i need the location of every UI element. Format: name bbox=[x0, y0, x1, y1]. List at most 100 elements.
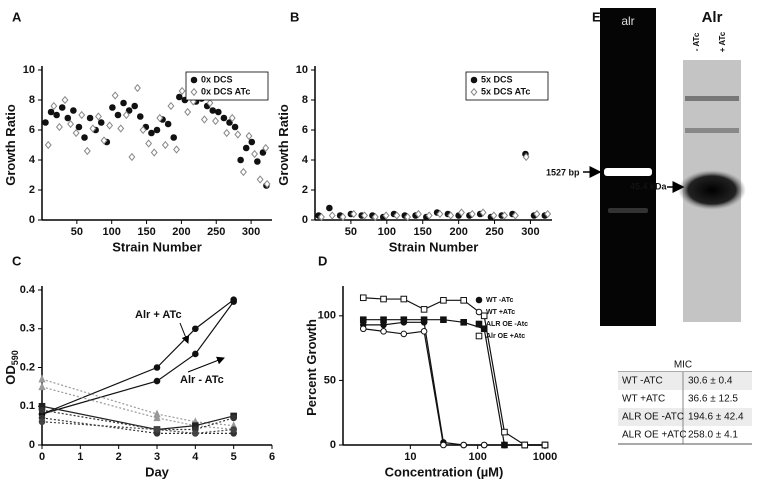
legend-label: 5x DCS bbox=[481, 74, 513, 84]
point bbox=[81, 134, 88, 141]
legend-label: Alr OE +Atc bbox=[486, 333, 525, 340]
annotation: Alr - ATc bbox=[180, 374, 224, 386]
y-axis-label: Growth Ratio bbox=[3, 104, 18, 186]
point bbox=[400, 316, 408, 324]
x-tick-label: 6 bbox=[269, 451, 275, 463]
point bbox=[533, 209, 541, 219]
point bbox=[220, 114, 228, 122]
y-tick-label: 50 bbox=[324, 374, 336, 386]
y-tick-label: 0.4 bbox=[20, 284, 36, 296]
legend-label: 5x DCS ATc bbox=[481, 86, 530, 96]
point bbox=[223, 128, 231, 138]
table-cell: WT -ATC bbox=[622, 376, 663, 387]
point bbox=[371, 212, 379, 222]
point bbox=[475, 308, 483, 316]
y-tick-label: 8 bbox=[302, 94, 308, 106]
x-tick-label: 2 bbox=[116, 451, 122, 463]
point bbox=[114, 111, 122, 119]
panel-label: E bbox=[592, 9, 601, 24]
x-tick-label: 150 bbox=[137, 226, 155, 238]
point bbox=[404, 212, 412, 222]
point bbox=[136, 113, 144, 120]
x-tick-label: 150 bbox=[414, 226, 432, 238]
series-line bbox=[41, 417, 234, 434]
point bbox=[326, 204, 333, 212]
x-tick-label: 300 bbox=[242, 226, 260, 238]
point bbox=[134, 83, 141, 93]
point bbox=[38, 382, 46, 391]
table-cell: ALR OE -ATC bbox=[622, 412, 684, 423]
blot-title: Alr bbox=[702, 9, 723, 26]
x-tick-label: 50 bbox=[345, 226, 357, 238]
x-tick-label: 100 bbox=[468, 451, 486, 463]
legend-box bbox=[185, 71, 269, 101]
blot-marker: 45.4 kDa bbox=[630, 181, 668, 191]
point bbox=[148, 129, 155, 137]
gel-marker: 1527 bp bbox=[546, 167, 580, 177]
point bbox=[38, 374, 46, 383]
y-tick-label: 8 bbox=[29, 94, 35, 106]
point bbox=[414, 209, 422, 219]
point bbox=[262, 143, 270, 153]
x-tick-label: 300 bbox=[521, 226, 539, 238]
point bbox=[470, 87, 478, 97]
point bbox=[230, 414, 237, 422]
point bbox=[167, 101, 175, 111]
point bbox=[178, 86, 186, 96]
blot-band bbox=[678, 170, 746, 210]
point bbox=[100, 136, 108, 145]
point bbox=[511, 211, 519, 220]
point bbox=[480, 312, 488, 320]
x-tick-label: 1 bbox=[77, 451, 83, 463]
point bbox=[436, 209, 444, 219]
x-axis-label: Concentration (µM) bbox=[385, 464, 504, 479]
series-line bbox=[41, 299, 235, 415]
point bbox=[58, 104, 66, 111]
point bbox=[479, 208, 487, 217]
point bbox=[86, 114, 94, 122]
table-cell: 194.6 ± 42.4 bbox=[688, 412, 744, 423]
point bbox=[230, 426, 237, 433]
point bbox=[468, 209, 476, 219]
y-axis-label-text: Growth Ratio bbox=[3, 104, 18, 186]
point bbox=[400, 330, 408, 338]
legend-label: 0x DCS bbox=[201, 74, 233, 84]
point bbox=[242, 144, 250, 152]
point bbox=[254, 158, 261, 165]
point bbox=[501, 211, 509, 220]
point bbox=[55, 122, 63, 132]
point bbox=[94, 112, 102, 121]
series-line bbox=[363, 297, 545, 446]
gel-band bbox=[604, 168, 652, 176]
gel-label: alr bbox=[621, 14, 634, 28]
point bbox=[89, 124, 97, 133]
point bbox=[53, 111, 60, 119]
series-line bbox=[363, 321, 545, 446]
point bbox=[380, 295, 387, 303]
point bbox=[70, 107, 77, 114]
series-line bbox=[41, 421, 234, 434]
point bbox=[42, 119, 49, 126]
table-cell: 30.6 ± 0.4 bbox=[688, 376, 733, 387]
gel-image bbox=[600, 8, 656, 326]
point bbox=[420, 328, 428, 335]
x-tick-label: 10 bbox=[404, 451, 416, 463]
point bbox=[153, 364, 161, 371]
y-tick-label: 0.2 bbox=[20, 361, 35, 373]
point bbox=[490, 211, 498, 220]
panel-label: B bbox=[290, 9, 299, 24]
x-tick-label: 250 bbox=[485, 226, 503, 238]
point bbox=[359, 316, 367, 324]
point bbox=[231, 123, 239, 131]
y-tick-label: 0.1 bbox=[20, 400, 35, 412]
point bbox=[263, 179, 271, 189]
x-tick-label: 200 bbox=[449, 226, 467, 238]
point bbox=[215, 108, 222, 116]
point bbox=[120, 99, 127, 107]
y-tick-label: 10 bbox=[23, 64, 35, 76]
point bbox=[361, 211, 369, 220]
point bbox=[38, 406, 46, 414]
point bbox=[475, 320, 483, 328]
y-tick-label: 6 bbox=[302, 124, 308, 136]
